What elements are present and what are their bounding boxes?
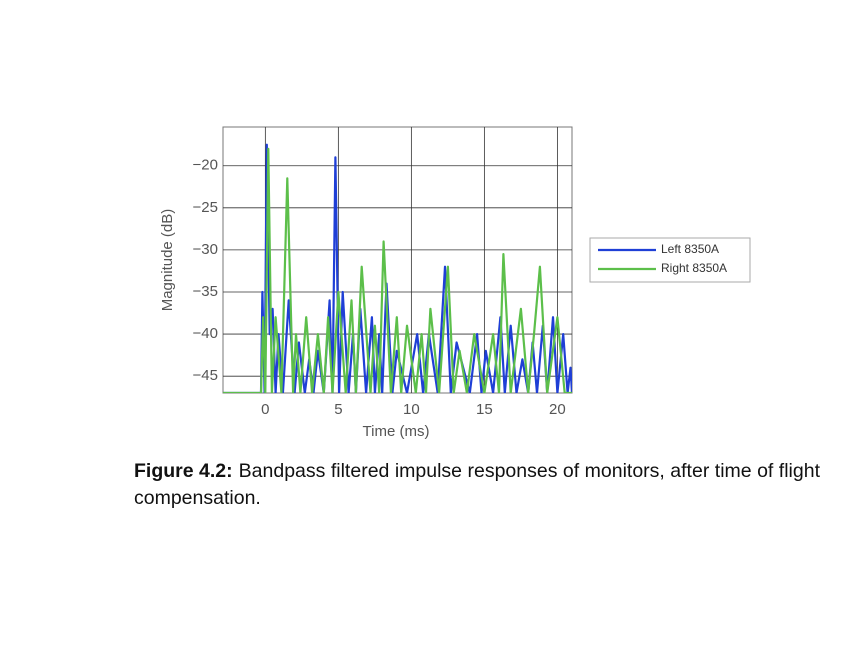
plot-frame [222, 126, 573, 394]
series-line [223, 143, 572, 393]
chart: Time (ms) Magnitude (dB) −20 −25 −30 −35 −40… [159, 126, 751, 440]
y-tick-label: −45 [193, 367, 218, 384]
y-tick-label: −30 [193, 241, 218, 258]
x-tick-label: 15 [476, 401, 493, 418]
x-tick-label: 10 [403, 401, 420, 418]
legend-box [589, 237, 751, 283]
x-tick-label: 5 [334, 401, 342, 418]
caption-text: Bandpass filtered impulse responses of m… [134, 460, 820, 509]
y-tick-label: −35 [193, 283, 218, 300]
y-tick-label: −25 [193, 199, 218, 216]
y-axis-label: Magnitude (dB) [159, 209, 176, 312]
x-tick-label: 20 [549, 401, 566, 418]
x-tick-label: 0 [261, 401, 269, 418]
y-tick-label: −20 [193, 157, 218, 174]
x-axis-label: Time (ms) [363, 423, 430, 440]
caption-label: Figure 4.2: [134, 460, 233, 482]
plot-lines [223, 143, 572, 393]
series-line [223, 147, 572, 393]
y-tick-label: −40 [193, 325, 218, 342]
legend-label: Right 8350A [661, 261, 727, 275]
caption: Figure 4.2: Bandpass filtered impulse res… [134, 458, 820, 512]
legend-label: Left 8350A [661, 242, 719, 256]
